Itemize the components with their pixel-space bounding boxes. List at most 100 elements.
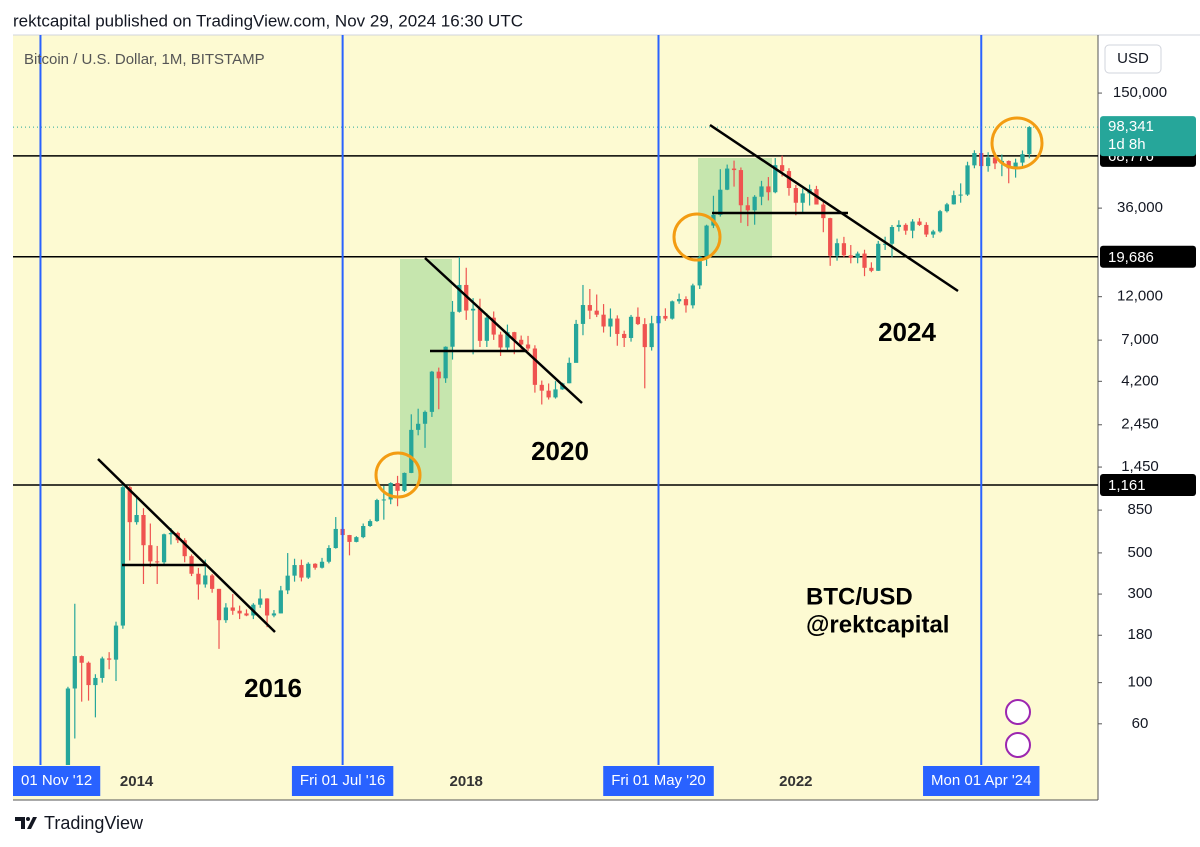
level-label: 19,686	[1108, 249, 1154, 266]
candle-body	[601, 314, 606, 327]
price-axis: 60 100 180 300 500 850 1,450 2,450 4,200 7,000 12,…	[1098, 84, 1196, 732]
candles	[65, 126, 1032, 765]
candle-body	[917, 221, 922, 225]
candle-body	[168, 532, 174, 535]
plot: 2016 2020 2024 BTC/USD @rektcapital	[13, 35, 1098, 765]
candle-body	[759, 186, 764, 197]
candle-body	[416, 423, 421, 430]
y-tick-label: 500	[1127, 544, 1152, 561]
candle-body	[374, 500, 380, 522]
candle-body	[752, 196, 757, 211]
candle-body	[155, 561, 160, 563]
icon[interactable]	[1005, 732, 1031, 758]
candle-body	[333, 528, 338, 549]
candle-body	[1013, 162, 1018, 169]
candle-body	[216, 588, 222, 621]
marker-tag	[923, 766, 1040, 796]
highlight-zone	[400, 259, 452, 486]
candle-body	[86, 662, 91, 686]
candle-body	[148, 545, 153, 562]
currency-button[interactable]	[1104, 44, 1162, 74]
y-tick-label: 7,000	[1121, 331, 1159, 348]
candle-body	[594, 310, 599, 315]
candle-body	[951, 195, 956, 205]
candle-body	[862, 253, 867, 268]
candle-body	[278, 590, 283, 614]
candle-body	[244, 613, 249, 616]
level-label: 1,161	[1108, 477, 1146, 494]
candle-body	[725, 168, 730, 190]
watermark-pair: BTC/USD	[806, 583, 913, 610]
icon[interactable]	[1005, 699, 1031, 725]
logo-mark	[15, 817, 37, 829]
y-tick-label: 1,450	[1121, 458, 1159, 475]
candle-body	[985, 157, 991, 167]
candle-body	[532, 348, 538, 385]
candle-body	[738, 170, 744, 206]
candle-body	[937, 211, 943, 232]
candle-body	[649, 323, 654, 348]
logo-dot	[26, 817, 30, 821]
candle-body	[443, 346, 448, 379]
candle-body	[65, 688, 71, 765]
candle-body	[210, 575, 215, 589]
breakout-circle	[990, 116, 1044, 170]
candle-body	[395, 482, 400, 491]
candle-body	[354, 537, 359, 542]
candle-body	[134, 515, 139, 523]
candle-body	[697, 256, 702, 286]
highlight-zone	[698, 158, 772, 258]
candle-body	[347, 535, 352, 542]
candle-body	[100, 658, 105, 678]
candle-body	[573, 323, 579, 363]
candle-body	[834, 243, 840, 256]
marker-tag	[603, 766, 714, 796]
candle-body	[642, 324, 647, 348]
candle-body	[402, 472, 407, 491]
x-tick-label: 2022	[779, 773, 812, 790]
candle-body	[72, 656, 77, 689]
levels	[13, 126, 1098, 486]
candle-body	[264, 598, 270, 616]
candle-body	[409, 429, 414, 473]
level-tag	[1100, 245, 1196, 268]
candle-body	[436, 371, 441, 379]
candle-body	[924, 224, 929, 235]
marker-label: Fri 01 Jul '16	[300, 772, 385, 789]
annotations: 2016 2020 2024 BTC/USD @rektcapital	[244, 317, 949, 703]
candle-body	[731, 168, 737, 171]
candle-body	[113, 625, 119, 660]
footer-logo	[15, 817, 37, 829]
candle-body	[505, 332, 510, 348]
y-tick-label: 2,450	[1121, 416, 1159, 433]
marker-tag	[291, 766, 394, 796]
candle-body	[676, 299, 682, 302]
candle-body	[931, 231, 936, 235]
breakout-circle	[374, 451, 422, 499]
currency-label[interactable]: USD	[1117, 50, 1149, 67]
candle-body	[567, 362, 572, 384]
candle-body	[683, 299, 689, 306]
circles	[374, 116, 1044, 499]
candle-body	[470, 308, 476, 311]
candle-body	[319, 561, 325, 568]
marker-label: Mon 01 Apr '24	[931, 772, 1031, 789]
time-axis: 2014 2018 2022 01 Nov '12 Fri 01 Jul '16 Fri …	[13, 766, 1040, 796]
candle-body	[457, 284, 462, 312]
y-tick-label: 100	[1127, 674, 1152, 691]
candle-body	[896, 224, 901, 228]
trendline	[709, 123, 959, 293]
candle-body	[876, 243, 881, 271]
candle-body	[903, 224, 908, 231]
y-tick-label: 60	[1132, 715, 1149, 732]
candle-body	[1027, 127, 1032, 155]
last-price-label: 98,341	[1108, 118, 1154, 135]
candle-body	[958, 194, 963, 196]
candle-body	[381, 499, 386, 501]
candle-body	[766, 186, 771, 193]
candle-body	[800, 193, 805, 203]
candle-body	[429, 371, 435, 412]
candle-body	[120, 487, 126, 626]
